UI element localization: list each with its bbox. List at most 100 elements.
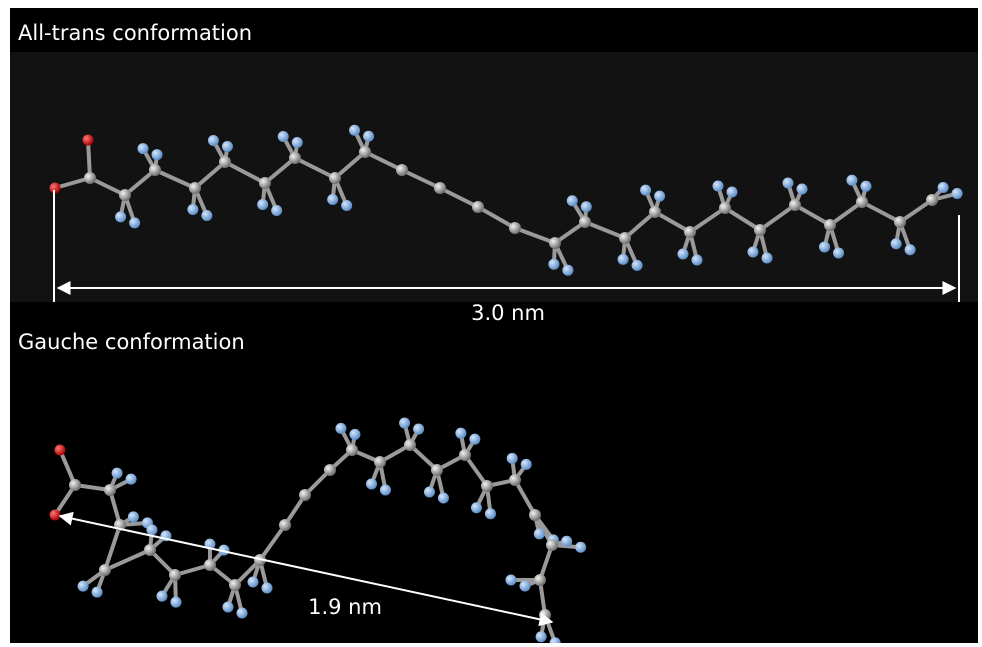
hydrogen-atom (654, 191, 665, 202)
hydrogen-atom (952, 188, 963, 199)
hydrogen-atom (335, 423, 346, 434)
hydrogen-atom (208, 135, 219, 146)
hydrogen-atom (762, 253, 773, 264)
hydrogen-atom (424, 486, 435, 497)
carbon-atom (894, 216, 906, 228)
carbon-atom (529, 509, 541, 521)
hydrogen-atom (115, 211, 126, 222)
oxygen-atom (83, 135, 94, 146)
hydrogen-atom (727, 187, 738, 198)
carbon-atom (289, 152, 301, 164)
hydrogen-atom (271, 205, 282, 216)
hydrogen-atom (349, 429, 360, 440)
hydrogen-atom (561, 536, 572, 547)
hydrogen-atom (146, 524, 157, 535)
carbon-atom (684, 226, 696, 238)
figure: All-trans conformation 3.0 nm Gauche con… (0, 0, 982, 643)
hydrogen-atom (833, 247, 844, 258)
hydrogen-atom (678, 249, 689, 260)
hydrogen-atom (170, 597, 181, 608)
carbon-atom (374, 456, 386, 468)
carbon-atom (329, 172, 341, 184)
hydrogen-atom (455, 428, 466, 439)
carbon-atom (204, 559, 216, 571)
panel-title: All-trans conformation (18, 21, 252, 45)
hydrogen-atom (567, 195, 578, 206)
carbon-atom (926, 194, 938, 206)
hydrogen-atom (860, 181, 871, 192)
hydrogen-atom (748, 247, 759, 258)
carbon-atom (459, 449, 471, 461)
hydrogen-atom (223, 602, 234, 613)
carbon-atom (824, 219, 836, 231)
carbon-atom (259, 177, 271, 189)
hydrogen-atom (640, 185, 651, 196)
hydrogen-atom (156, 591, 167, 602)
hydrogen-atom (846, 175, 857, 186)
hydrogen-atom (262, 583, 273, 594)
hydrogen-atom (187, 204, 198, 215)
hydrogen-atom (257, 199, 268, 210)
carbon-atom (169, 569, 181, 581)
hydrogen-atom (248, 577, 259, 588)
carbon-atom (279, 519, 291, 531)
hydrogen-atom (438, 492, 449, 503)
oxygen-atom (50, 510, 61, 521)
hydrogen-atom (485, 508, 496, 519)
hydrogen-atom (292, 137, 303, 148)
oxygen-atom (55, 445, 66, 456)
carbon-atom (431, 464, 443, 476)
carbon-atom (619, 232, 631, 244)
hydrogen-atom (506, 575, 517, 586)
hydrogen-atom (366, 478, 377, 489)
carbon-atom (99, 564, 111, 576)
carbon-atom (396, 164, 408, 176)
carbon-atom (549, 237, 561, 249)
carbon-atom (324, 464, 336, 476)
hydrogen-atom (237, 608, 248, 619)
panel-top (10, 52, 978, 302)
carbon-atom (119, 189, 131, 201)
carbon-atom (144, 544, 156, 556)
hydrogen-atom (548, 259, 559, 270)
carbon-atom (481, 480, 493, 492)
carbon-atom (404, 439, 416, 451)
hydrogen-atom (692, 255, 703, 266)
hydrogen-atom (129, 217, 140, 228)
carbon-atom (509, 474, 521, 486)
hydrogen-atom (152, 149, 163, 160)
carbon-atom (719, 202, 731, 214)
carbon-atom (69, 479, 81, 491)
carbon-atom (856, 196, 868, 208)
hydrogen-atom (819, 241, 830, 252)
hydrogen-atom (278, 131, 289, 142)
carbon-atom (472, 201, 484, 213)
carbon-atom (754, 224, 766, 236)
hydrogen-atom (112, 468, 123, 479)
hydrogen-atom (520, 581, 531, 592)
hydrogen-atom (562, 265, 573, 276)
hydrogen-atom (363, 131, 374, 142)
hydrogen-atom (78, 581, 89, 592)
page: All-trans conformation 3.0 nm Gauche con… (0, 0, 982, 643)
hydrogen-atom (891, 238, 902, 249)
carbon-atom (359, 146, 371, 158)
hydrogen-atom (575, 542, 586, 553)
carbon-atom (534, 574, 546, 586)
hydrogen-atom (507, 453, 518, 464)
hydrogen-atom (138, 143, 149, 154)
hydrogen-atom (938, 182, 949, 193)
hydrogen-atom (399, 418, 410, 429)
carbon-atom (346, 444, 358, 456)
measurement-label: 3.0 nm (471, 301, 545, 325)
carbon-atom (149, 164, 161, 176)
hydrogen-atom (797, 184, 808, 195)
hydrogen-atom (783, 178, 794, 189)
hydrogen-atom (222, 141, 233, 152)
carbon-atom (299, 489, 311, 501)
carbon-atom (84, 172, 96, 184)
hydrogen-atom (471, 502, 482, 513)
hydrogen-atom (534, 528, 545, 539)
hydrogen-atom (581, 201, 592, 212)
hydrogen-atom (126, 474, 137, 485)
